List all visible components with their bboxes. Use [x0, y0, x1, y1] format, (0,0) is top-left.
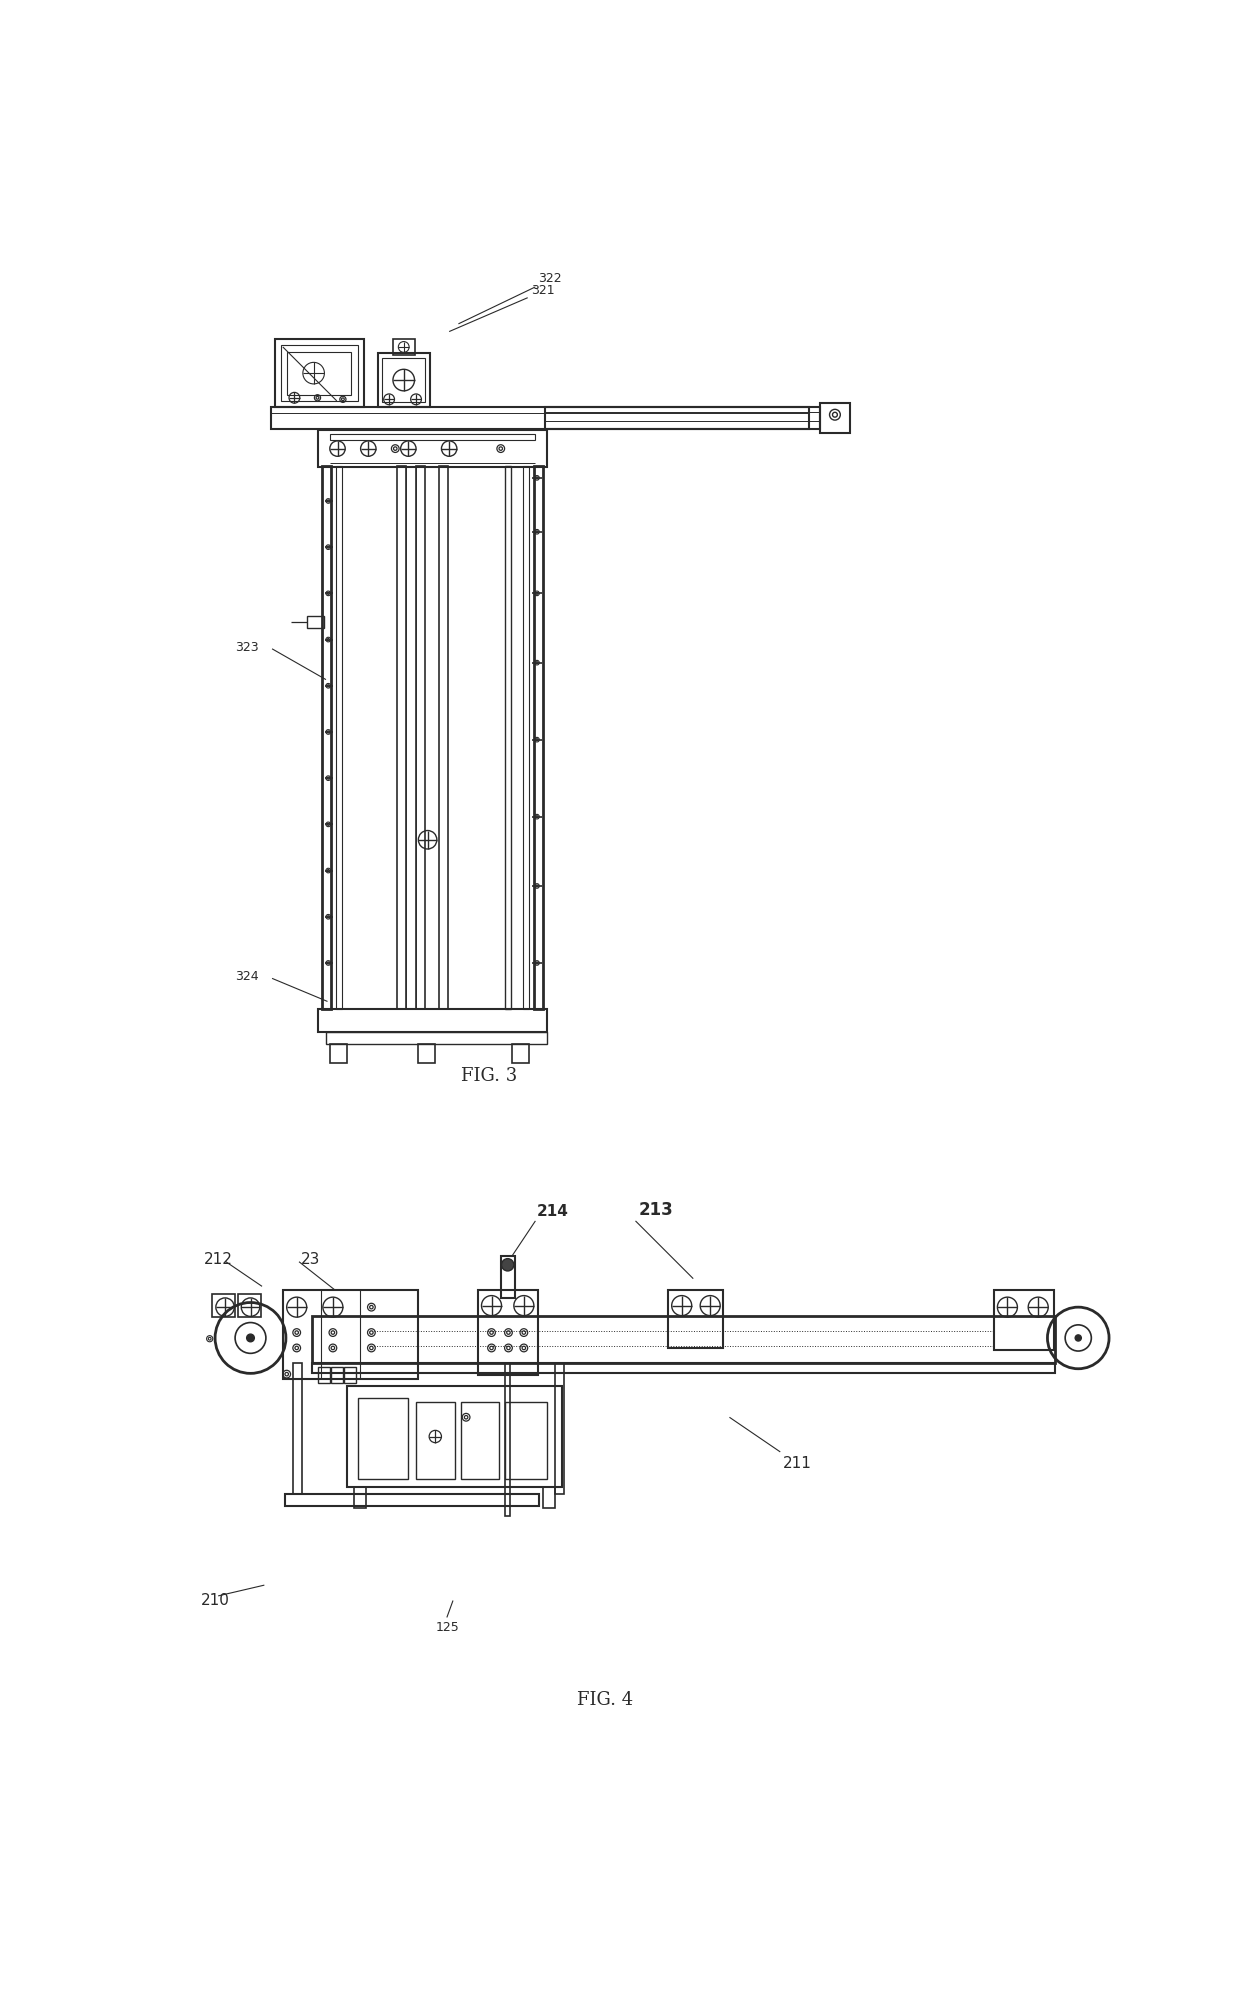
Bar: [281, 345, 357, 401]
Text: 213: 213: [639, 1202, 673, 1220]
Bar: [512, 1044, 529, 1062]
Bar: [418, 1044, 435, 1062]
Text: 214: 214: [537, 1204, 569, 1220]
Bar: [319, 1008, 547, 1032]
Text: 211: 211: [784, 1455, 812, 1471]
Bar: [382, 357, 425, 403]
Bar: [439, 466, 449, 1008]
Bar: [534, 466, 543, 1008]
Bar: [312, 1363, 1055, 1373]
Bar: [336, 466, 342, 1008]
Bar: [355, 1487, 366, 1509]
Text: FIG. 3: FIG. 3: [461, 1066, 517, 1084]
Bar: [417, 466, 425, 1008]
Bar: [544, 407, 821, 428]
Bar: [330, 1044, 347, 1062]
Bar: [554, 1363, 564, 1495]
Bar: [288, 351, 351, 395]
Text: 210: 210: [201, 1592, 229, 1608]
Bar: [319, 430, 547, 466]
Bar: [505, 1401, 547, 1479]
Bar: [668, 1289, 723, 1347]
Text: 322: 322: [538, 273, 562, 285]
Bar: [293, 1363, 303, 1495]
Circle shape: [247, 1333, 254, 1341]
Text: FIG. 4: FIG. 4: [577, 1690, 632, 1708]
Bar: [275, 339, 363, 407]
Bar: [393, 339, 414, 355]
Bar: [377, 353, 430, 407]
Text: 212: 212: [205, 1252, 233, 1268]
Bar: [417, 1401, 455, 1479]
Circle shape: [501, 1260, 513, 1272]
Bar: [501, 1256, 515, 1297]
Bar: [312, 1315, 1055, 1363]
Bar: [505, 466, 511, 1008]
Text: 125: 125: [435, 1622, 459, 1634]
Text: 23: 23: [300, 1252, 320, 1268]
Bar: [461, 1401, 500, 1479]
Text: 324: 324: [236, 971, 259, 983]
Bar: [397, 466, 405, 1008]
Bar: [523, 466, 529, 1008]
Bar: [345, 1367, 356, 1383]
Bar: [821, 403, 849, 432]
Bar: [993, 1289, 1054, 1351]
Text: 323: 323: [236, 642, 259, 654]
Circle shape: [1075, 1335, 1081, 1341]
Bar: [331, 1367, 343, 1383]
Bar: [543, 1487, 554, 1509]
Bar: [319, 1367, 330, 1383]
Bar: [506, 1363, 510, 1517]
Bar: [238, 1293, 262, 1317]
Bar: [212, 1293, 236, 1317]
Bar: [358, 1397, 408, 1479]
Bar: [330, 434, 536, 440]
Bar: [272, 407, 808, 428]
Bar: [326, 1032, 547, 1044]
Text: 321: 321: [531, 283, 554, 297]
Bar: [283, 1289, 418, 1379]
Bar: [285, 1495, 539, 1507]
Bar: [347, 1387, 563, 1487]
Bar: [322, 466, 331, 1008]
Bar: [306, 616, 324, 628]
Bar: [477, 1289, 538, 1375]
